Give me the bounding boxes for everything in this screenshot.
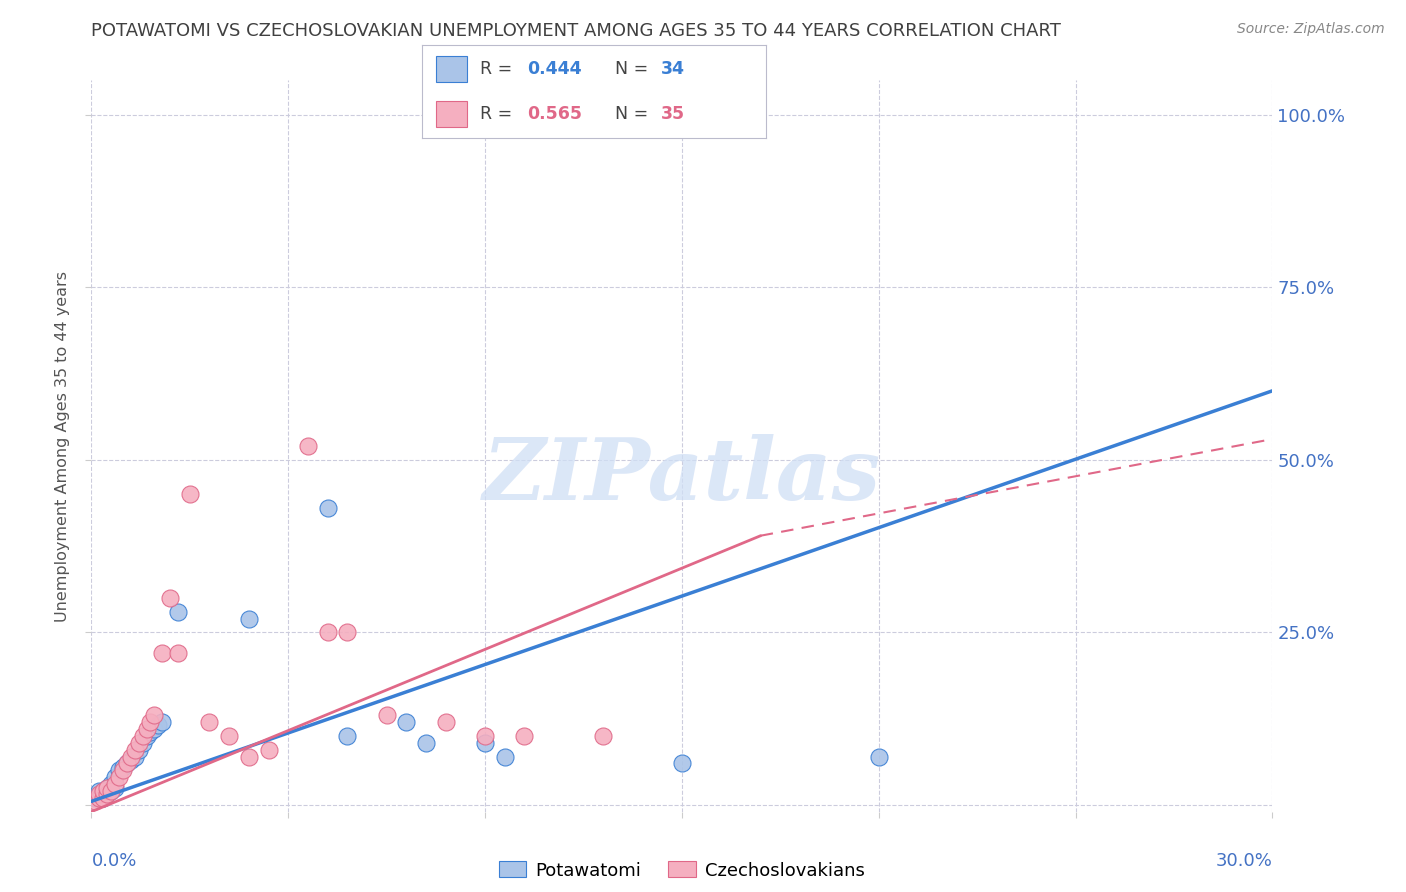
Bar [436, 56, 467, 82]
Point [375, 708, 398, 723]
Point [167, 605, 190, 619]
Point [96, 780, 118, 795]
Point [139, 714, 162, 729]
Point [115, 756, 138, 771]
Point [494, 749, 516, 764]
Point [671, 756, 693, 771]
Point [108, 770, 131, 784]
Text: 0.565: 0.565 [527, 105, 582, 123]
Point [238, 611, 260, 625]
Point [868, 749, 890, 764]
Text: 0.0%: 0.0% [91, 852, 136, 870]
Point [143, 722, 166, 736]
Point [257, 742, 280, 756]
Point [150, 646, 173, 660]
Point [128, 742, 150, 756]
Point [91, 784, 114, 798]
Text: 34: 34 [661, 60, 685, 78]
Point [96, 780, 118, 795]
Point [100, 784, 122, 798]
Point [124, 742, 146, 756]
Point [336, 729, 359, 743]
Point [96, 788, 118, 802]
Point [120, 749, 142, 764]
Point [111, 764, 134, 778]
Point [89, 791, 111, 805]
Text: N =: N = [614, 105, 654, 123]
Point [434, 714, 457, 729]
Point [89, 784, 111, 798]
Point [115, 756, 138, 771]
Point [336, 625, 359, 640]
Point [124, 749, 146, 764]
Point [179, 487, 201, 501]
Point [139, 725, 162, 739]
Point [415, 736, 437, 750]
Point [143, 708, 166, 723]
Point [131, 736, 153, 750]
Point [513, 729, 536, 743]
Point [104, 770, 127, 784]
Text: 0.444: 0.444 [527, 60, 582, 78]
Point [84, 794, 107, 808]
Point [100, 784, 122, 798]
Point [316, 625, 339, 640]
Point [111, 760, 134, 774]
Point [218, 729, 240, 743]
Point [128, 736, 150, 750]
Y-axis label: Unemployment Among Ages 35 to 44 years: Unemployment Among Ages 35 to 44 years [55, 270, 70, 622]
Text: 30.0%: 30.0% [1216, 852, 1272, 870]
Text: ZIPatlas: ZIPatlas [482, 434, 882, 517]
Text: Source: ZipAtlas.com: Source: ZipAtlas.com [1237, 22, 1385, 37]
Point [89, 788, 111, 802]
Point [474, 729, 496, 743]
Point [148, 718, 170, 732]
Point [91, 784, 114, 798]
Legend: Potawatomi, Czechoslovakians: Potawatomi, Czechoslovakians [492, 855, 872, 887]
Point [96, 788, 118, 802]
Point [135, 729, 157, 743]
Point [297, 439, 319, 453]
Point [104, 780, 127, 795]
Text: POTAWATOMI VS CZECHOSLOVAKIAN UNEMPLOYMENT AMONG AGES 35 TO 44 YEARS CORRELATION: POTAWATOMI VS CZECHOSLOVAKIAN UNEMPLOYME… [91, 22, 1062, 40]
Point [474, 736, 496, 750]
Point [167, 646, 190, 660]
Text: R =: R = [481, 60, 517, 78]
Point [104, 777, 127, 791]
Point [120, 753, 142, 767]
Point [395, 714, 418, 729]
Point [108, 764, 131, 778]
Text: R =: R = [481, 105, 517, 123]
Point [150, 714, 173, 729]
Point [131, 729, 153, 743]
Point [84, 791, 107, 805]
Point [316, 501, 339, 516]
Point [198, 714, 221, 729]
Point [592, 729, 614, 743]
Point [238, 749, 260, 764]
Bar [436, 101, 467, 127]
Point [91, 791, 114, 805]
Point [135, 722, 157, 736]
Text: 35: 35 [661, 105, 685, 123]
Point [89, 788, 111, 802]
Point [100, 777, 122, 791]
Text: N =: N = [614, 60, 654, 78]
Point [91, 791, 114, 805]
Point [159, 591, 181, 605]
